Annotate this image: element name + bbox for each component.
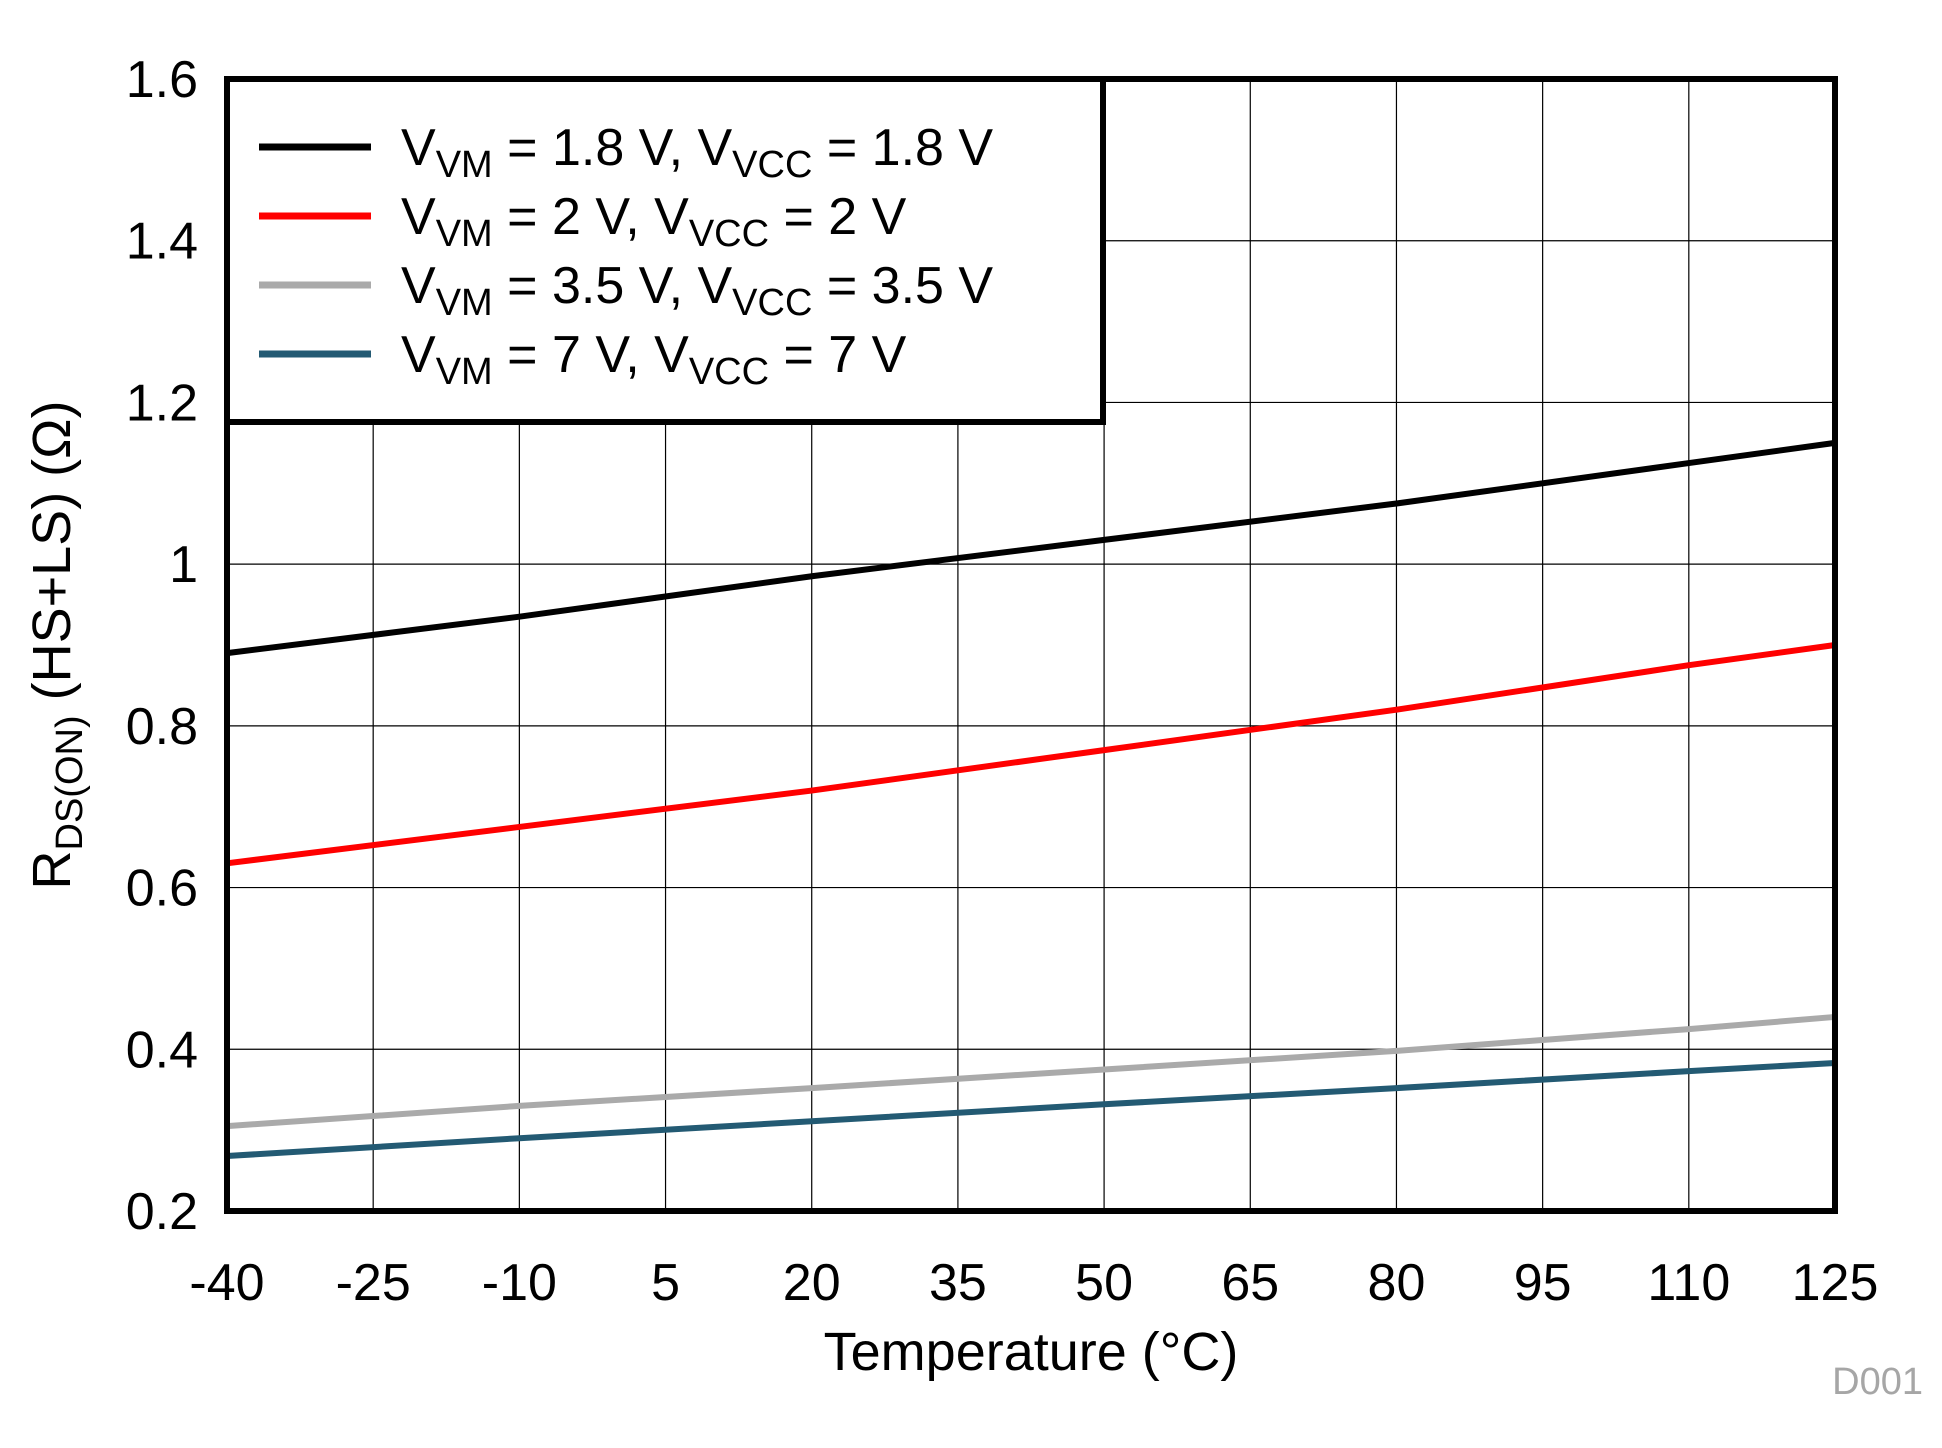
y-axis-label: RDS(ON) (HS+LS) (Ω) [22, 400, 91, 889]
x-tick-label: 35 [929, 1254, 987, 1312]
y-tick-label: 1.2 [126, 374, 198, 432]
x-tick-label: 65 [1221, 1254, 1279, 1312]
series-lines [226, 439, 1836, 1160]
series-line-2 [226, 1013, 1836, 1130]
figure-id: D001 [1832, 1361, 1923, 1403]
y-tick-label: 0.8 [126, 698, 198, 756]
y-tick-label: 0.6 [126, 860, 198, 918]
x-tick-label: 20 [783, 1254, 841, 1312]
legend-box [224, 76, 1106, 425]
y-tick-label: 1.6 [126, 51, 198, 109]
series-line-0 [226, 439, 1836, 657]
x-tick-label: -25 [336, 1254, 411, 1312]
y-tick-label: 0.4 [126, 1021, 198, 1079]
legend-entry: VVM = 1.8 V, VVCC = 1.8 V [401, 119, 993, 186]
x-tick-label: 95 [1514, 1254, 1572, 1312]
plot-frame [224, 76, 1838, 1214]
x-tick-label: 110 [1647, 1254, 1730, 1312]
legend-entry: VVM = 3.5 V, VVCC = 3.5 V [401, 257, 993, 324]
legend-entry: VVM = 7 V, VVCC = 7 V [401, 326, 907, 393]
x-tick-label: 5 [651, 1254, 680, 1312]
y-tick-label: 0.2 [126, 1183, 198, 1241]
x-axis-label: Temperature (°C) [824, 1322, 1239, 1382]
x-tick-label: 125 [1792, 1254, 1879, 1312]
y-tick-label: 1.4 [126, 213, 198, 271]
legend-entry: VVM = 2 V, VVCC = 2 V [401, 188, 907, 255]
series-line-3 [226, 1060, 1836, 1160]
x-tick-label: -10 [482, 1254, 557, 1312]
y-tick-label: 1 [169, 536, 198, 594]
tick-labels: -40 -25 -10 5 20 35 50 65 80 95 110 125 0.2 0.4 0.6 0.8… [126, 51, 1879, 1312]
series-line-1 [226, 642, 1836, 867]
x-tick-label: 50 [1075, 1254, 1133, 1312]
x-tick-label: 80 [1368, 1254, 1426, 1312]
x-tick-label: -40 [189, 1254, 264, 1312]
